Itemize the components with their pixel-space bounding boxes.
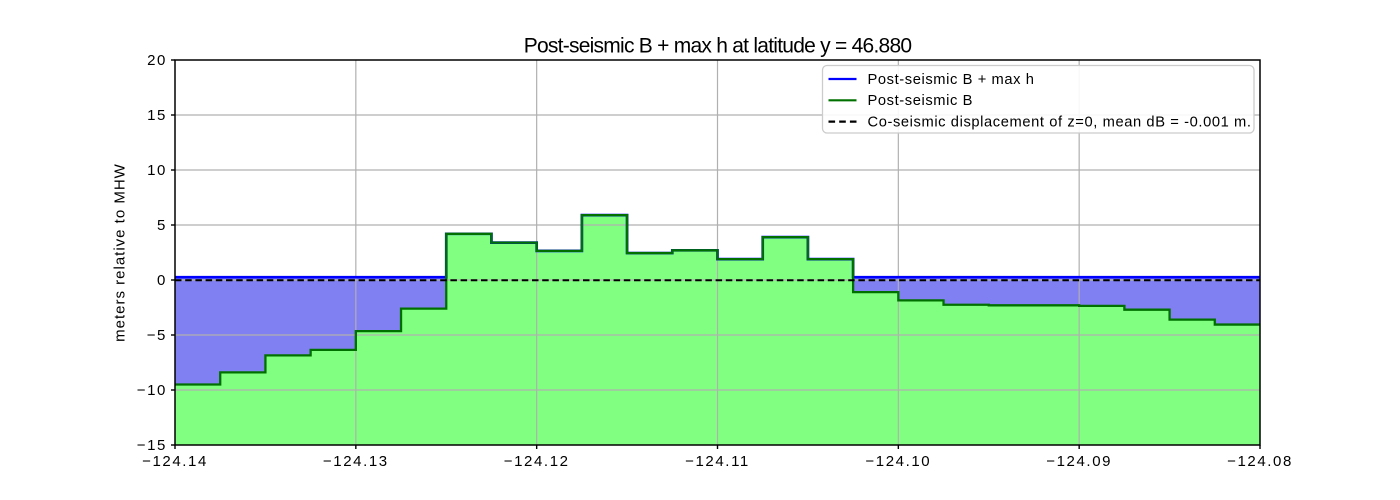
svg-text:5: 5 [157,217,167,234]
svg-text:Post-seismic B + max h at lati: Post-seismic B + max h at latitude y = 4… [524,35,912,58]
svg-text:10: 10 [147,162,167,179]
svg-text:−15: −15 [137,437,167,454]
svg-text:−124.12: −124.12 [504,453,570,470]
svg-text:−124.10: −124.10 [865,453,931,470]
svg-text:−124.09: −124.09 [1046,453,1112,470]
svg-text:Post-seismic B + max h: Post-seismic B + max h [868,72,1035,88]
svg-text:15: 15 [147,107,167,124]
svg-text:Co-seismic displacement of z=0: Co-seismic displacement of z=0, mean dB … [868,114,1252,130]
svg-text:Post-seismic B: Post-seismic B [868,93,974,109]
svg-text:20: 20 [147,52,167,69]
svg-text:−124.11: −124.11 [685,453,750,470]
svg-text:−124.14: −124.14 [142,453,208,470]
svg-text:meters relative to MHW: meters relative to MHW [112,163,129,342]
svg-text:−124.08: −124.08 [1227,453,1293,470]
svg-text:−10: −10 [137,382,167,399]
svg-text:−5: −5 [147,327,167,344]
svg-text:−124.13: −124.13 [323,453,389,470]
svg-text:0: 0 [157,272,167,289]
